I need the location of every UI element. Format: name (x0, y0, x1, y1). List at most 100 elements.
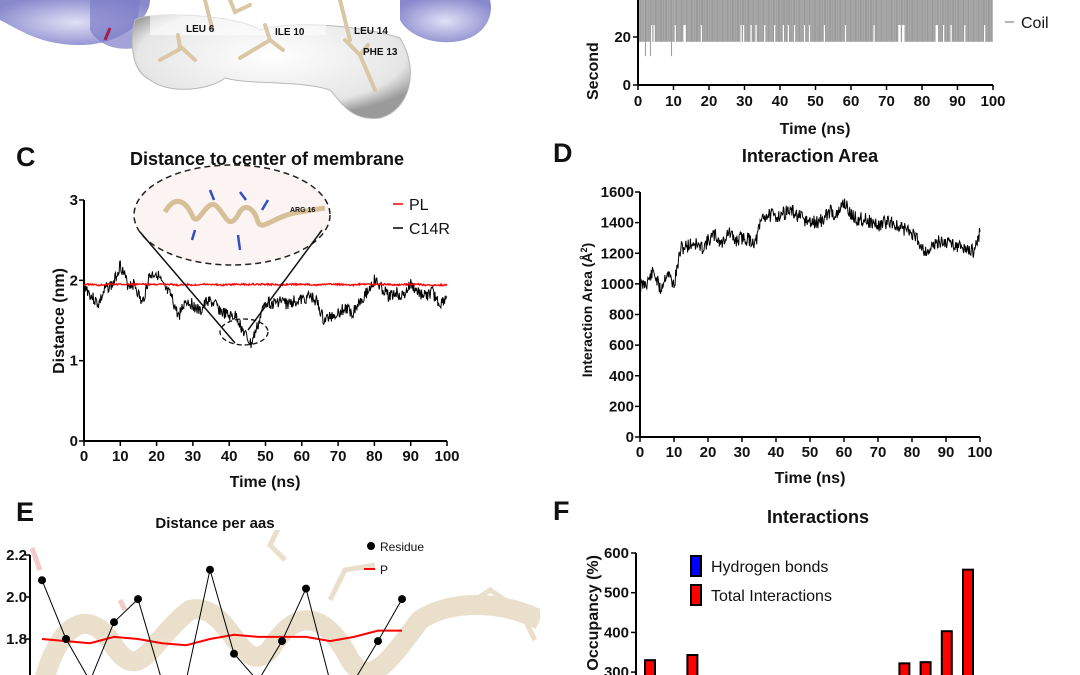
total-interactions-bar (919, 661, 932, 675)
panel-c-x-tick-label: 70 (330, 448, 347, 465)
panel-c-x-tick-label: 40 (221, 448, 238, 465)
panel-b-x-tick-label: 0 (634, 93, 642, 110)
panel-b-x-tick-label: 100 (980, 93, 1005, 110)
panel-d-ylabel: Interaction Area (Å2) (579, 243, 595, 377)
p-line (41, 629, 402, 647)
panel-b-x-tick-label: 10 (665, 93, 682, 110)
panel-d-x-tick-label: 10 (666, 444, 683, 461)
panel-c-y-tick-label: 1 (70, 353, 78, 370)
panel-d-title: Interaction Area (742, 146, 879, 166)
legend-hbond-swatch (690, 555, 702, 577)
panel-b-x-tick-label: 60 (843, 93, 860, 110)
inset-label-arg16: ARG 16 (290, 207, 315, 214)
panel-c-plot: 0 10 20 30 40 50 60 70 80 90 100 0 1 2 3 (70, 192, 460, 465)
panel-c-inset-zoom (133, 164, 331, 346)
panel-d-x-tick-label: 50 (802, 444, 819, 461)
residue-label-ile10: ILE 10 (275, 27, 305, 38)
residue-point (62, 635, 70, 643)
panel-d-y-tick-label: 0 (626, 429, 634, 446)
panel-d-x-tick-label: 60 (836, 444, 853, 461)
panel-d-x-tick-label: 40 (768, 444, 785, 461)
panel-e-plot: 1.8 2.0 2.2 (6, 547, 406, 675)
panel-d-x-tick-label: 80 (904, 444, 921, 461)
panel-d-x-tick-label: 0 (636, 444, 644, 461)
panel-d-x-tick-label: 20 (700, 444, 717, 461)
total-interactions-bar (962, 568, 974, 675)
residue-point (230, 649, 238, 658)
panel-c-x-tick-label: 90 (402, 448, 419, 465)
panel-b-x-tick-label: 70 (878, 93, 895, 110)
residue-point (134, 595, 142, 604)
panel-c-y-tick-label: 3 (70, 192, 78, 209)
panel-d-y-tick-label: 1200 (601, 245, 634, 262)
panel-d-y-tick-label: 1400 (601, 215, 634, 232)
total-interactions-bar (644, 659, 656, 675)
panel-b-x-tick-label: 90 (949, 93, 966, 110)
panel-d-x-tick-label: 90 (938, 444, 955, 461)
panel-b-y-tick-label: 0 (623, 77, 631, 94)
panel-c-x-tick-label: 30 (185, 448, 202, 465)
legend-pl-label: PL (409, 197, 429, 214)
panel-e-y-tick-label: 1.8 (6, 631, 27, 648)
panel-c-x-tick-label: 80 (366, 448, 383, 465)
residue-point (278, 637, 286, 646)
panel-d-x-tick-label: 100 (967, 444, 992, 461)
panel-c-x-tick-label: 0 (80, 448, 88, 465)
residue-label-leu14: LEU 14 (354, 26, 388, 37)
panel-f-title: Interactions (767, 507, 869, 527)
panel-f-y-tick-label: 300 (604, 664, 629, 675)
legend-coil-label: Coil (1021, 15, 1049, 32)
panel-b-ylabel: Second (585, 42, 602, 100)
panel-f-y-tick-label: 600 (604, 545, 629, 562)
panel-d-y-tick-label: 600 (609, 337, 634, 354)
legend-total-swatch (690, 584, 702, 606)
panel-b-x-tick-label: 80 (914, 93, 931, 110)
panel-d-y-tick-label: 200 (609, 398, 634, 415)
total-interactions-bar (898, 662, 911, 675)
interaction-area-line (639, 198, 981, 294)
panel-e-title: Distance per aas (155, 515, 274, 532)
panel-c-x-tick-label: 100 (434, 448, 459, 465)
panel-e-helix-background (29, 530, 540, 675)
panel-d-y-tick-label: 1600 (601, 184, 634, 201)
legend-c14r-label: C14R (409, 221, 450, 238)
panel-d-x-tick-label: 70 (870, 444, 887, 461)
legend-p-label: P (380, 563, 388, 577)
panel-f-y-tick-label: 400 (604, 624, 629, 641)
panel-b-x-tick-label: 50 (807, 93, 824, 110)
residue-point (110, 618, 118, 627)
residue-label-leu6: LEU 6 (186, 24, 215, 35)
residue-point (374, 637, 382, 646)
residue-line (41, 569, 403, 675)
panel-d-xlabel: Time (ns) (775, 470, 846, 487)
panel-b-x-tick-label: 30 (736, 93, 753, 110)
panel-letter-c: C (16, 142, 36, 172)
panel-c-x-tick-label: 60 (293, 448, 310, 465)
residue-label-phe13: PHE 13 (363, 47, 398, 58)
residue-point (38, 576, 46, 585)
panel-d-y-tick-label: 800 (609, 307, 634, 324)
panel-d-y-tick-label: 400 (609, 368, 634, 385)
panel-e-y-tick-label: 2.2 (6, 547, 27, 564)
panel-c-ylabel: Distance (nm) (51, 268, 68, 374)
panel-f-ylabel: Occupancy (%) (585, 555, 602, 671)
panel-f-y-tick-label: 500 (604, 585, 629, 602)
panel-c-y-tick-label: 2 (70, 272, 78, 289)
panel-b-xlabel: Time (ns) (780, 121, 851, 138)
panel-d-plot: 0 10 20 30 40 50 60 70 80 90 100020040060080010001… (601, 184, 993, 461)
panel-c-y-tick-label: 0 (70, 433, 78, 450)
panel-letter-e: E (16, 497, 34, 527)
panel-c-x-tick-label: 10 (112, 448, 129, 465)
panel-b-x-tick-label: 20 (701, 93, 718, 110)
residue-point (302, 584, 310, 593)
panel-c-title: Distance to center of membrane (130, 149, 404, 169)
panel-letter-d: D (553, 138, 573, 168)
panel-c-x-tick-label: 20 (148, 448, 165, 465)
panel-letter-f: F (553, 496, 570, 526)
panel-b-x-tick-label: 40 (772, 93, 789, 110)
residue-point (206, 565, 214, 574)
panel-c-x-tick-label: 50 (257, 448, 274, 465)
legend-residue-label: Residue (380, 540, 424, 554)
legend-hbond-label: Hydrogen bonds (711, 559, 828, 576)
